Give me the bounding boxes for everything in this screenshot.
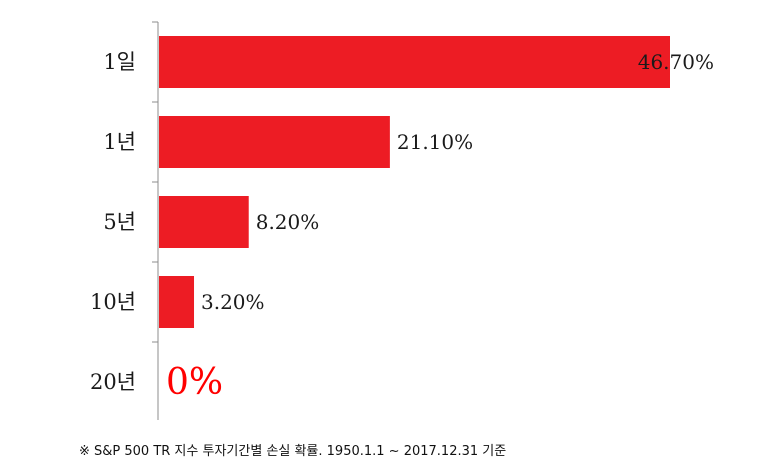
- category-label: 1일: [103, 50, 136, 74]
- bar: [159, 116, 390, 168]
- category-label: 5년: [103, 210, 136, 234]
- value-label: 8.20%: [256, 210, 320, 234]
- bar: [159, 36, 670, 88]
- category-label: 20년: [90, 370, 136, 394]
- value-label: 0%: [166, 362, 223, 403]
- bar: [159, 196, 249, 248]
- category-label: 1년: [103, 130, 136, 154]
- category-label: 10년: [90, 290, 136, 314]
- footnote: ※ S&P 500 TR 지수 투자기간별 손실 확률. 1950.1.1 ~ …: [79, 444, 507, 459]
- value-label: 46.70%: [638, 50, 714, 74]
- bar: [159, 276, 195, 328]
- value-label: 3.20%: [201, 290, 265, 314]
- value-label: 21.10%: [397, 130, 473, 154]
